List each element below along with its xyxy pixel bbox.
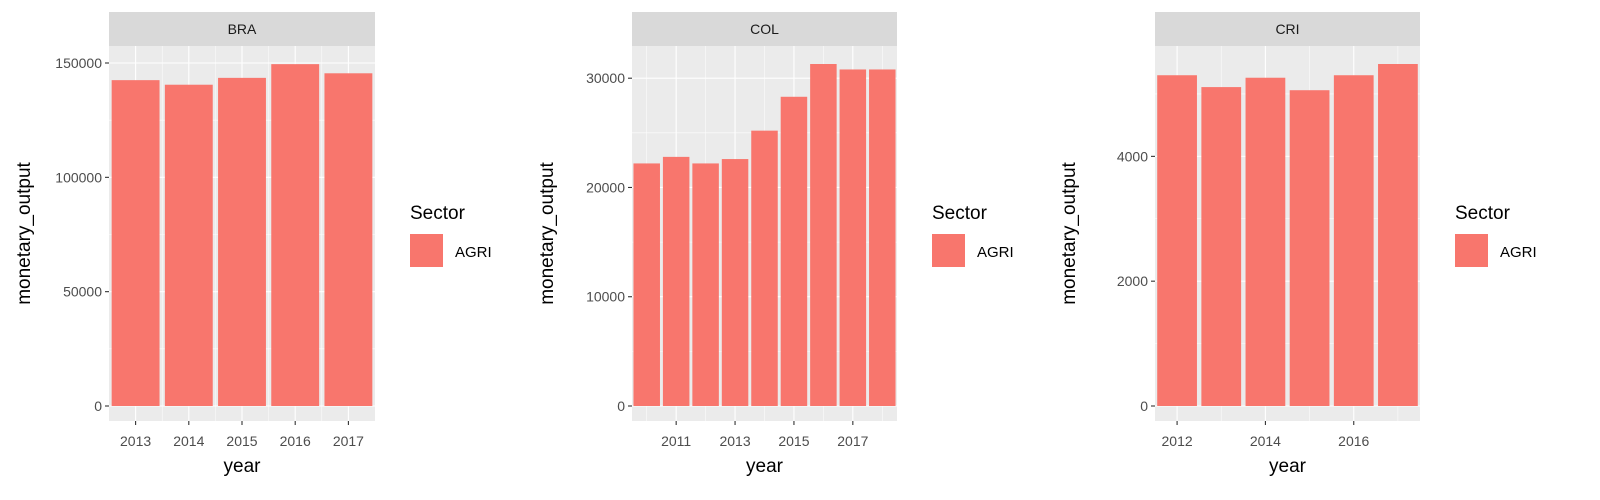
y-tick-label: 10000 — [586, 289, 625, 305]
legend-key-label: AGRI — [977, 244, 1014, 261]
facet-strip-label: COL — [750, 21, 779, 37]
legend: Sector AGRI — [410, 203, 492, 267]
bar-2013 — [1201, 87, 1242, 406]
x-tick-label: 2013 — [719, 433, 750, 449]
legend-key-swatch — [932, 234, 965, 267]
legend-title: Sector — [1455, 203, 1511, 224]
plot-panel — [1155, 46, 1420, 421]
legend-key-swatch — [410, 234, 443, 267]
facet-strip — [1155, 12, 1420, 46]
legend-key-label: AGRI — [1500, 244, 1537, 261]
facet-strip — [632, 12, 897, 46]
bar-2017 — [1378, 64, 1418, 406]
x-tick-label: 2012 — [1162, 433, 1193, 449]
facet-strip — [109, 12, 375, 46]
bar-2013 — [111, 80, 160, 407]
x-tick-label: 2016 — [1338, 433, 1369, 449]
y-tick-label: 20000 — [586, 179, 625, 195]
x-tick-label: 2016 — [280, 433, 311, 449]
bar-2015 — [780, 96, 808, 407]
y-axis-title: monetary_output — [14, 161, 35, 304]
y-axis-title: monetary_output — [537, 161, 558, 304]
x-tick-label: 2017 — [333, 433, 364, 449]
bar-2014 — [751, 130, 778, 406]
bar-2016 — [1333, 75, 1374, 406]
y-tick-label: 4000 — [1117, 148, 1148, 164]
x-tick-label: 2015 — [778, 433, 809, 449]
facet-bra: BRA 0 50000 100000 150000 2013 2014 2015 2016 201… — [14, 12, 492, 477]
y-tick-label: 0 — [94, 398, 102, 414]
bar-2017 — [324, 73, 373, 406]
y-tick-label: 0 — [1140, 398, 1148, 414]
legend-key-label: AGRI — [455, 244, 492, 261]
x-tick-label: 2014 — [1250, 433, 1281, 449]
y-tick-label: 2000 — [1117, 273, 1148, 289]
y-tick-label: 100000 — [55, 169, 102, 185]
y-tick-label: 50000 — [63, 284, 102, 300]
bar-2015 — [1289, 90, 1330, 407]
bar-2016 — [271, 64, 320, 406]
bar-2015 — [218, 77, 266, 406]
bar-2013 — [721, 159, 749, 406]
legend-key-swatch — [1455, 234, 1488, 267]
y-tick-label: 150000 — [55, 55, 102, 71]
y-tick-label: 30000 — [586, 70, 625, 86]
x-tick-label: 2015 — [226, 433, 257, 449]
x-axis-title: year — [224, 456, 262, 477]
legend: Sector AGRI — [932, 203, 1014, 267]
bar-2012 — [1157, 75, 1197, 406]
legend: Sector AGRI — [1455, 203, 1537, 267]
bar-2010 — [633, 163, 660, 406]
x-axis-title: year — [1269, 456, 1307, 477]
facet-strip-label: CRI — [1275, 21, 1299, 37]
x-tick-label: 2014 — [173, 433, 204, 449]
x-axis-title: year — [746, 456, 784, 477]
bar-2017 — [839, 69, 867, 406]
bar-2011 — [662, 156, 690, 406]
legend-title: Sector — [932, 203, 988, 224]
facet-strip-label: BRA — [228, 21, 257, 37]
y-tick-label: 0 — [617, 398, 625, 414]
bar-2014 — [164, 84, 213, 407]
bar-2018 — [869, 69, 896, 406]
x-tick-label: 2017 — [837, 433, 868, 449]
facet-cri: CRI 0 2000 4000 2012 2014 2016 year monetary_out… — [1059, 12, 1537, 477]
bar-2016 — [810, 64, 837, 406]
bar-2014 — [1245, 77, 1286, 407]
facet-col: COL 0 10000 20000 30000 2011 2013 2015 2017 year m… — [537, 12, 1014, 477]
y-axis-title: monetary_output — [1059, 161, 1080, 304]
x-tick-label: 2013 — [120, 433, 151, 449]
x-tick-label: 2011 — [661, 433, 691, 449]
legend-title: Sector — [410, 203, 466, 224]
bar-2012 — [692, 163, 719, 406]
